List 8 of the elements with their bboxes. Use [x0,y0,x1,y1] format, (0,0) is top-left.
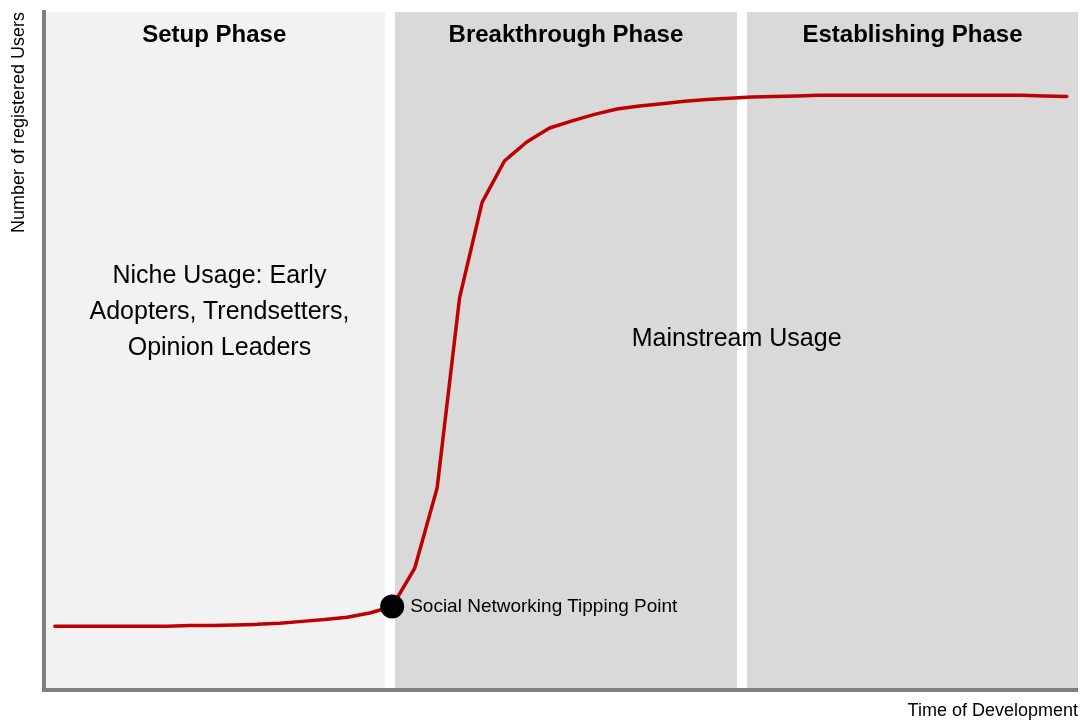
text: Establishing Phase [801,20,1024,48]
x-axis-title: Time of Development [907,700,1078,721]
text: Breakthrough Phase [447,20,685,48]
text: Setup Phase [141,20,288,48]
annotation: Niche Usage: Early Adopters, Trendsetters, Opinion Leaders [88,258,351,362]
annotation: Social Networking Tipping Point [410,594,679,616]
y-axis-title: Number of registered Users [7,12,28,234]
annotation: Mainstream Usage [630,323,843,353]
